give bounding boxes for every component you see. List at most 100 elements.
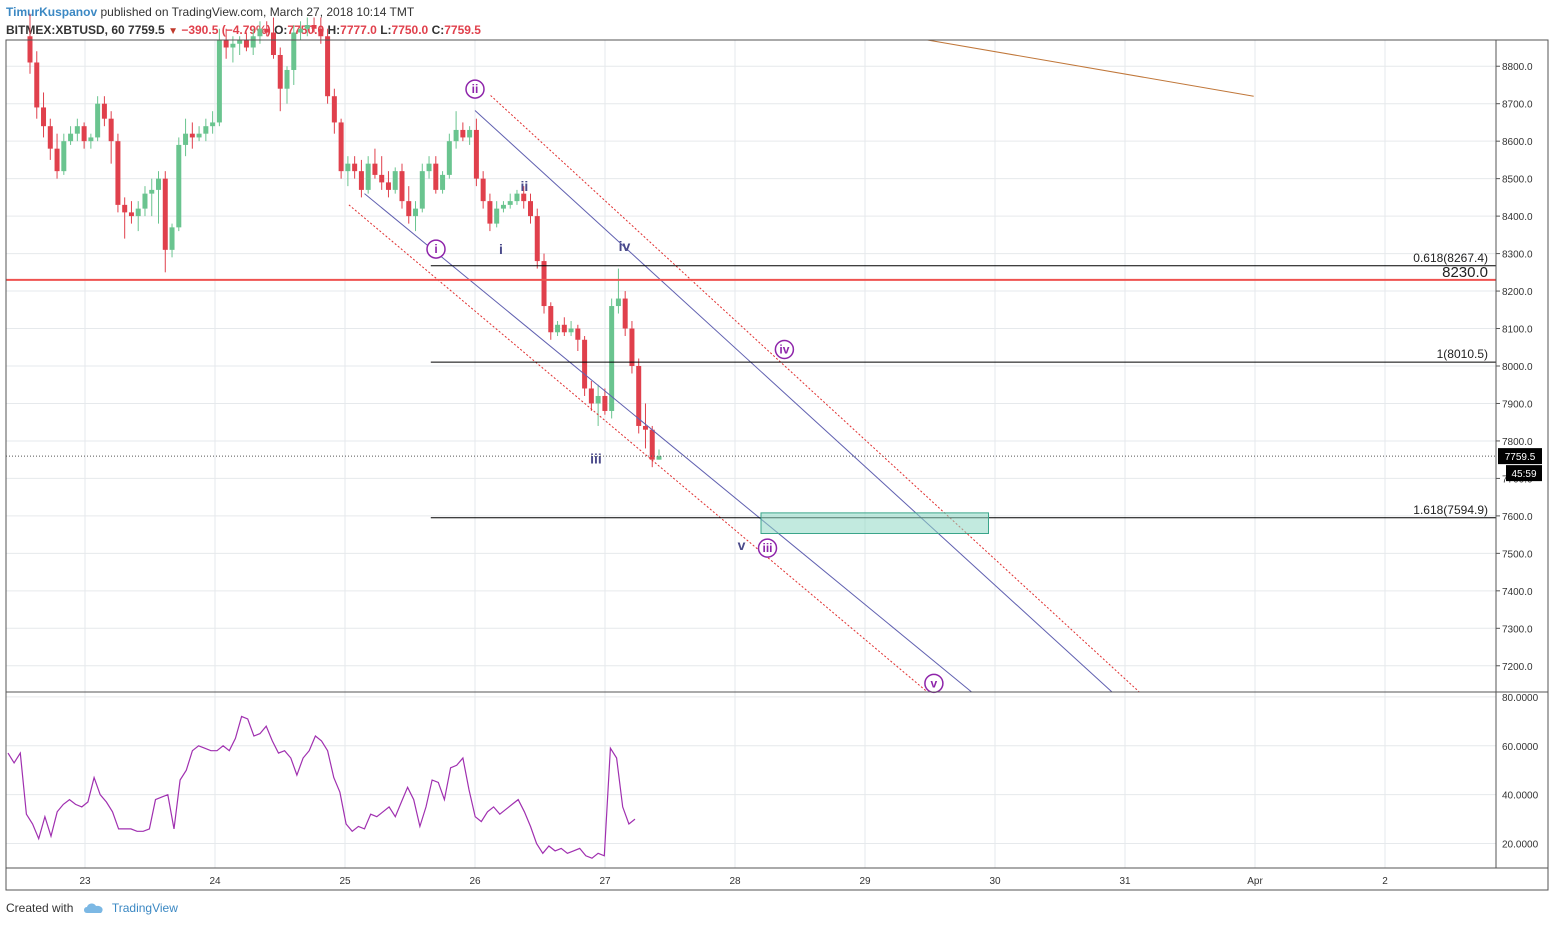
- candle-body: [203, 126, 209, 134]
- candle-body: [527, 201, 533, 217]
- low-label: L:: [380, 23, 392, 37]
- y-tick-label: 7800.0: [1502, 437, 1533, 448]
- wave-label-circled: i: [434, 242, 437, 256]
- candle-body: [345, 163, 351, 172]
- tradingview-brand[interactable]: TradingView: [111, 901, 178, 915]
- wave-label-circled: v: [931, 676, 938, 690]
- candle-body: [298, 28, 304, 33]
- target-box: [760, 512, 989, 534]
- candle-body: [128, 212, 134, 217]
- candle-body: [467, 129, 473, 138]
- candle-body: [413, 208, 419, 217]
- candle-body: [446, 141, 452, 175]
- candle-body: [575, 328, 581, 340]
- candle-body: [392, 171, 398, 190]
- candle-body: [338, 122, 344, 172]
- candle-body: [291, 32, 297, 70]
- candle-body: [216, 40, 222, 123]
- fib-level-label: 0.618(8267.4): [1413, 251, 1488, 265]
- published-text: published on TradingView.com, March 27, …: [100, 5, 415, 19]
- candle-body: [115, 141, 121, 205]
- y-tick-label: 8700.0: [1502, 100, 1533, 111]
- channel-upper-dotted: [490, 95, 1140, 693]
- candle-body: [372, 163, 378, 175]
- candle-body: [440, 174, 446, 190]
- candle-body: [183, 133, 189, 145]
- wave-label-plain: iv: [619, 238, 631, 254]
- candle-body: [622, 298, 628, 329]
- wave-circle: [757, 538, 778, 558]
- y-tick-label: 8500.0: [1502, 175, 1533, 186]
- y-tick-label: 7300.0: [1502, 624, 1533, 635]
- wave-label-circled: iii: [762, 541, 772, 555]
- symbol-name[interactable]: BITMEX:XBTUSD, 60: [6, 23, 125, 37]
- y-tick-label: 8300.0: [1502, 250, 1533, 261]
- candle-body: [534, 216, 540, 262]
- candle-body: [47, 126, 53, 149]
- footer: Created with TradingView: [6, 900, 178, 916]
- candle-body: [189, 133, 195, 138]
- low-value: 7750.0: [391, 23, 429, 37]
- published-header: TimurKuspanov published on TradingView.c…: [6, 4, 414, 20]
- candle-body: [304, 25, 310, 29]
- wave-circle: [426, 239, 446, 259]
- candle-body: [68, 133, 74, 142]
- last-price: 7759.5: [128, 23, 165, 37]
- candle-body: [352, 163, 358, 172]
- candle-body: [379, 174, 385, 183]
- candle-body: [473, 129, 479, 179]
- candle-body: [108, 118, 114, 142]
- candle-body: [636, 366, 642, 426]
- candle-body: [500, 204, 506, 209]
- rsi-y-tick-label: 80.0000: [1502, 693, 1539, 704]
- grid-lines: [6, 40, 1496, 692]
- candle-body: [176, 144, 182, 228]
- candle-body: [568, 328, 574, 333]
- candle-body: [149, 189, 155, 194]
- candle-body: [494, 208, 500, 224]
- candle-body: [609, 306, 615, 411]
- x-tick-label: 24: [209, 876, 221, 887]
- candles-layer: [27, 13, 662, 468]
- candle-body: [629, 328, 635, 366]
- candle-body: [399, 171, 405, 202]
- candle-body: [541, 261, 547, 307]
- countdown-badge: [1506, 465, 1542, 482]
- candle-body: [460, 129, 466, 138]
- candle-body: [122, 204, 128, 213]
- x-tick-label: 27: [599, 876, 611, 887]
- x-tick-label: 26: [469, 876, 481, 887]
- candle-body: [230, 43, 236, 48]
- author-link[interactable]: TimurKuspanov: [6, 5, 98, 19]
- candle-body: [480, 178, 486, 202]
- candle-body: [615, 298, 621, 307]
- candle-body: [142, 193, 148, 209]
- candle-body: [602, 395, 608, 411]
- candle-body: [318, 28, 324, 37]
- candle-body: [41, 107, 47, 127]
- y-tick-label: 7600.0: [1502, 512, 1533, 523]
- candle-body: [270, 32, 276, 55]
- wave-label-plain: iii: [590, 451, 602, 467]
- channel-lower-line: [364, 193, 972, 693]
- candle-body: [223, 40, 229, 48]
- candle-body: [385, 182, 391, 190]
- candle-body: [582, 339, 588, 389]
- candle-body: [487, 201, 493, 224]
- y-tick-label: 7400.0: [1502, 587, 1533, 598]
- x-tick-label: 30: [989, 876, 1001, 887]
- x-tick-label: Apr: [1247, 876, 1263, 887]
- y-tick-label: 8200.0: [1502, 287, 1533, 298]
- wave-label-circled: ii: [472, 82, 479, 96]
- candle-body: [419, 171, 425, 209]
- candle-body: [196, 133, 202, 138]
- candle-body: [521, 193, 527, 202]
- candle-body: [210, 122, 216, 127]
- close-label: C:: [431, 23, 445, 37]
- rsi-y-tick-label: 20.0000: [1502, 840, 1539, 851]
- candle-body: [358, 171, 364, 190]
- y-tick-label: 7500.0: [1502, 549, 1533, 560]
- drawings-layer: 0.618(8267.4)8230.0 1(8010.5) 1.618(7594.9…: [6, 39, 1496, 694]
- candle-body: [548, 306, 554, 333]
